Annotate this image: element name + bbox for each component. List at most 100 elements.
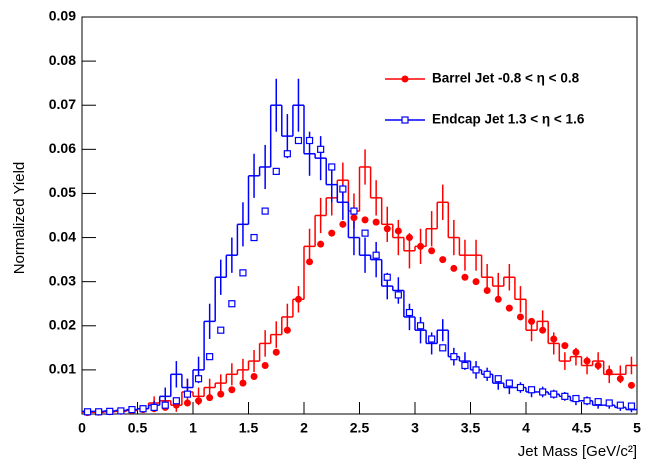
- marker: [372, 251, 380, 259]
- marker: [106, 407, 114, 415]
- marker: [217, 326, 225, 334]
- legend-marker: [401, 116, 409, 124]
- x-tick-label: 4: [522, 420, 530, 436]
- y-tick-label: 0.07: [49, 96, 76, 112]
- y-tick-label: 0.03: [49, 272, 76, 288]
- x-tick-label: 0.5: [128, 420, 148, 436]
- marker: [306, 258, 314, 266]
- marker: [261, 361, 269, 369]
- marker: [605, 399, 613, 407]
- marker: [228, 386, 236, 394]
- marker: [416, 322, 425, 330]
- marker: [561, 342, 569, 350]
- marker: [183, 390, 192, 398]
- legend-marker: [401, 75, 409, 83]
- marker: [139, 405, 147, 413]
- marker: [616, 375, 624, 383]
- marker: [305, 136, 314, 145]
- legend-label: Barrel Jet -0.8 < η < 0.8: [432, 71, 580, 86]
- marker: [272, 348, 280, 356]
- marker: [505, 379, 513, 387]
- marker: [539, 326, 547, 334]
- marker: [183, 399, 191, 407]
- marker: [505, 304, 513, 312]
- marker: [350, 214, 358, 222]
- marker: [228, 300, 236, 308]
- marker: [383, 225, 391, 233]
- marker: [317, 145, 325, 153]
- marker: [583, 357, 591, 365]
- marker: [483, 286, 491, 294]
- marker: [494, 375, 502, 383]
- y-tick-label: 0.09: [49, 8, 76, 24]
- marker: [439, 256, 447, 264]
- y-tick-label: 0.04: [49, 228, 76, 244]
- marker: [528, 317, 536, 325]
- marker: [550, 335, 558, 343]
- marker: [417, 242, 425, 250]
- marker: [361, 216, 369, 224]
- marker: [527, 386, 536, 394]
- marker: [261, 207, 269, 215]
- marker: [450, 264, 458, 272]
- x-tick-label: 5: [633, 420, 641, 436]
- y-tick-label: 0.06: [49, 140, 76, 156]
- x-tick-label: 0: [78, 420, 86, 436]
- marker: [494, 295, 502, 303]
- marker: [372, 218, 380, 226]
- x-tick-label: 1.5: [239, 420, 259, 436]
- marker: [317, 240, 325, 248]
- marker: [394, 291, 402, 299]
- marker: [605, 368, 613, 376]
- marker: [350, 207, 358, 215]
- marker: [405, 308, 414, 317]
- marker: [294, 136, 303, 145]
- marker: [128, 405, 136, 414]
- x-tick-label: 2.5: [350, 420, 370, 436]
- marker: [95, 408, 103, 416]
- marker: [428, 335, 436, 343]
- x-tick-label: 4.5: [572, 420, 592, 436]
- y-tick-label: 0.05: [49, 184, 76, 200]
- marker: [194, 375, 203, 383]
- marker: [516, 313, 524, 321]
- marker: [172, 397, 180, 405]
- y-tick-label: 0.08: [49, 52, 76, 68]
- marker: [250, 233, 258, 242]
- y-axis-title: Normalized Yield: [11, 162, 28, 275]
- marker: [394, 227, 402, 235]
- x-tick-label: 3.5: [461, 420, 481, 436]
- legend-label: Endcap Jet 1.3 < η < 1.6: [432, 112, 585, 127]
- marker: [239, 269, 247, 277]
- marker: [572, 348, 580, 356]
- marker: [383, 273, 391, 281]
- marker: [361, 229, 369, 237]
- marker: [516, 383, 525, 392]
- marker: [217, 390, 225, 398]
- y-tick-label: 0.02: [49, 316, 76, 332]
- marker: [616, 401, 624, 409]
- marker: [594, 398, 602, 406]
- marker: [405, 234, 413, 242]
- marker: [472, 278, 480, 286]
- marker: [483, 370, 491, 378]
- marker: [461, 361, 469, 370]
- marker: [239, 379, 247, 387]
- marker: [339, 220, 347, 228]
- marker: [283, 326, 291, 334]
- marker: [472, 366, 480, 374]
- marker: [439, 344, 447, 352]
- y-tick-label: 0.01: [49, 361, 76, 377]
- marker: [250, 373, 258, 381]
- marker: [461, 273, 469, 281]
- marker: [206, 394, 214, 402]
- marker: [117, 407, 125, 415]
- marker: [539, 388, 547, 396]
- marker: [83, 408, 92, 416]
- marker: [627, 402, 636, 410]
- x-tick-label: 3: [411, 420, 419, 436]
- x-tick-label: 2: [300, 420, 308, 436]
- marker: [339, 185, 347, 193]
